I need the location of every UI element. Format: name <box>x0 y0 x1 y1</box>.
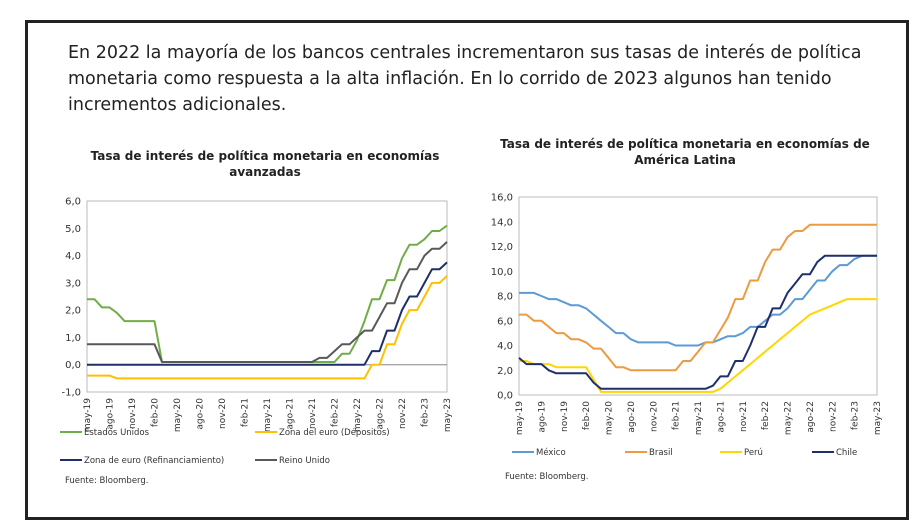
y-tick-label: 4,0 <box>65 251 81 262</box>
y-tick-label: 1,0 <box>65 333 81 344</box>
series-line-zona-de-euro-refinanciamiento- <box>87 261 448 366</box>
legend-label: México <box>536 447 566 458</box>
x-tick-label: ago-21 <box>716 401 726 433</box>
legend-label: Perú <box>744 448 763 458</box>
x-tick-label: feb-22 <box>331 398 341 427</box>
y-tick-label: 12,0 <box>491 242 513 253</box>
legend-label: Zona de euro (Refinanciamiento) <box>84 456 224 466</box>
plot-area <box>86 200 448 393</box>
legend-label: Reino Unido <box>279 456 330 466</box>
x-tick-label: ago-19 <box>106 398 116 430</box>
x-tick-label: feb-21 <box>241 398 251 427</box>
x-tick-label: ago-22 <box>376 398 386 430</box>
y-tick-label: 14,0 <box>491 217 513 228</box>
legend-label: Chile <box>836 448 857 458</box>
x-tick-label: feb-21 <box>672 401 682 430</box>
source-advanced: Fuente: Bloomberg. <box>65 476 149 486</box>
x-tick-label: nov-22 <box>828 401 838 432</box>
y-tick-label: 0,0 <box>65 360 81 371</box>
plot-area <box>518 196 878 396</box>
y-tick-label: 3,0 <box>65 278 81 289</box>
y-tick-label: 6,0 <box>497 316 513 327</box>
series-line-zona-del-euro-d-positos- <box>87 275 448 380</box>
series-line-reino-unido <box>87 241 448 363</box>
chart-title-advanced: Tasa de interés de política monetaria en… <box>90 149 440 179</box>
x-tick-label: ago-20 <box>627 401 637 433</box>
chart-title-latam: Tasa de interés de política monetaria en… <box>500 137 870 167</box>
x-tick-label: nov-20 <box>649 401 659 432</box>
x-tick-label: nov-21 <box>308 398 318 429</box>
y-tick-label: -1,0 <box>61 388 81 399</box>
x-tick-label: feb-20 <box>582 401 592 430</box>
x-tick-label: may-22 <box>353 398 363 432</box>
y-tick-label: 6,0 <box>65 197 81 208</box>
series-line-brasil <box>519 223 877 372</box>
x-tick-label: ago-19 <box>537 401 547 433</box>
x-tick-label: may-23 <box>443 398 453 432</box>
x-tick-label: feb-23 <box>851 401 861 430</box>
source-latam: Fuente: Bloomberg. <box>505 472 589 482</box>
x-tick-label: may-20 <box>605 401 615 435</box>
x-tick-label: nov-19 <box>128 398 138 429</box>
x-tick-label: may-21 <box>694 401 704 435</box>
y-tick-label: 16,0 <box>491 193 513 204</box>
x-tick-label: may-21 <box>263 398 273 432</box>
y-tick-label: 2,0 <box>65 306 81 317</box>
x-tick-label: ago-20 <box>196 398 206 430</box>
legend-label: Brasil <box>649 448 673 458</box>
x-tick-label: nov-19 <box>560 401 570 432</box>
y-tick-label: 4,0 <box>497 341 513 352</box>
x-tick-label: ago-21 <box>286 398 296 430</box>
x-tick-label: feb-20 <box>151 398 161 427</box>
x-tick-label: feb-23 <box>421 398 431 427</box>
y-tick-label: 2,0 <box>497 366 513 377</box>
x-tick-label: may-20 <box>173 398 183 432</box>
series-line-per- <box>519 298 877 393</box>
x-tick-label: may-22 <box>784 401 794 435</box>
x-tick-label: ago-22 <box>806 401 816 433</box>
headline: En 2022 la mayoría de los bancos central… <box>68 43 862 115</box>
y-tick-label: 0,0 <box>497 391 513 402</box>
legend-label: Zona del euro (Dépositos) <box>279 427 390 438</box>
x-tick-label: nov-22 <box>398 398 408 429</box>
series-line-m-xico <box>519 254 877 347</box>
y-tick-label: 5,0 <box>65 224 81 235</box>
y-tick-label: 10,0 <box>491 267 513 278</box>
x-tick-label: nov-20 <box>218 398 228 429</box>
series-line-chile <box>518 254 877 390</box>
y-tick-label: 8,0 <box>497 292 513 303</box>
legend-label: Estados Unidos <box>84 428 150 438</box>
x-tick-label: may-19 <box>83 398 93 432</box>
x-tick-label: may-23 <box>873 401 883 435</box>
x-tick-label: nov-21 <box>739 401 749 432</box>
x-tick-label: feb-22 <box>761 401 771 430</box>
x-tick-label: may-19 <box>515 401 525 435</box>
